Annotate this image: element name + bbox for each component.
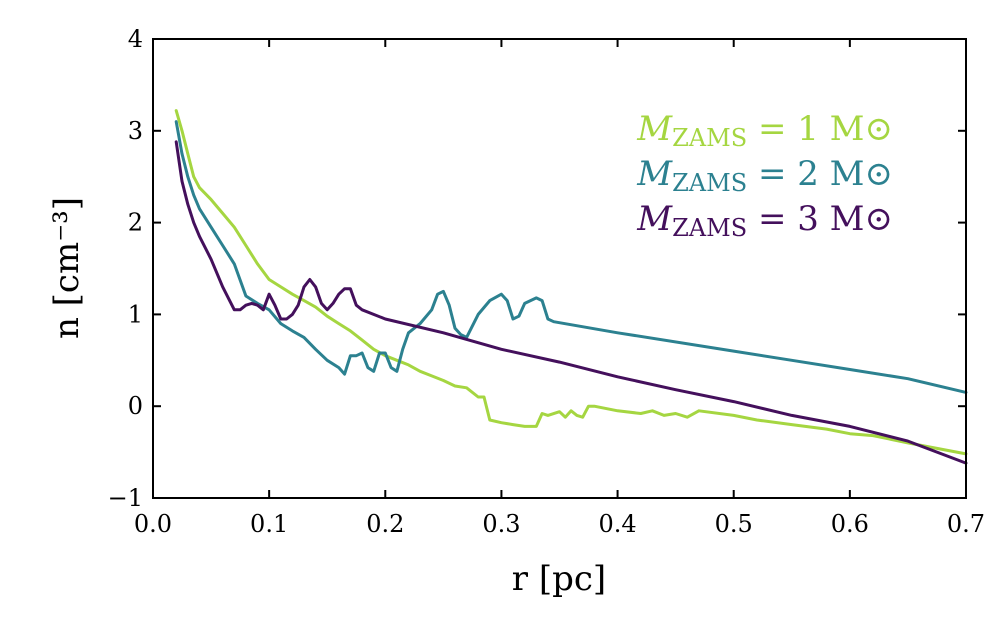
x-tick-label: 0.6 (831, 510, 869, 538)
x-tick-label: 0.1 (250, 510, 288, 538)
x-tick-label: 0.0 (134, 510, 172, 538)
legend: MZAMS = 1 M⊙MZAMS = 2 M⊙MZAMS = 3 M⊙ (636, 109, 893, 242)
y-axis-label: n [cm⁻³] (47, 197, 87, 339)
plot-frame (152, 38, 967, 499)
x-axis-label: r [pc] (512, 559, 606, 599)
x-tick-label: 0.5 (715, 510, 753, 538)
y-tick-label: 3 (128, 117, 143, 145)
series-line-2 (174, 120, 968, 394)
legend-entry-2: MZAMS = 2 M⊙ (636, 154, 893, 197)
y-tick-label: 4 (128, 25, 143, 53)
series-line-1 (174, 109, 968, 456)
ticks-layer: 0.0 0.1 0.2 0.3 0.4 0.5 0.6 0.7 −1 0 1 2 3 4 (108, 25, 985, 538)
legend-entry-3: MZAMS = 3 M⊙ (636, 199, 893, 242)
y-tick-label: 2 (128, 209, 143, 237)
x-tick-label: 0.3 (482, 510, 520, 538)
x-tick-label: 0.4 (598, 510, 636, 538)
y-tick-label: 1 (128, 300, 143, 328)
series-line-3 (174, 140, 968, 465)
y-tick-label: −1 (108, 484, 143, 512)
x-tick-label: 0.2 (366, 510, 404, 538)
legend-entry-1: MZAMS = 1 M⊙ (636, 109, 893, 152)
y-tick-label: 0 (128, 392, 143, 420)
x-tick-label: 0.7 (947, 510, 985, 538)
series-layer (174, 109, 968, 465)
